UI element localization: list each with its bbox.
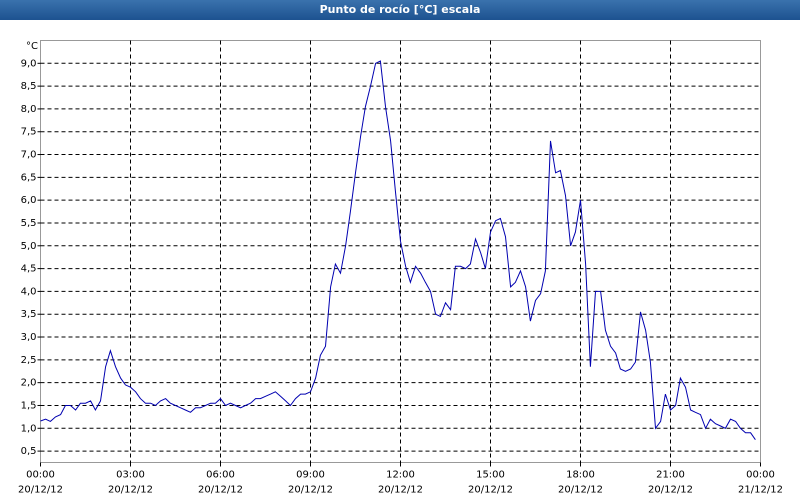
x-tick-date: 20/12/12 (18, 485, 63, 496)
y-tick-label: 5,0 (21, 241, 37, 252)
chart-title: Punto de rocío [°C] escala (320, 3, 481, 16)
x-tick-label: 21:00 (656, 470, 685, 481)
x-tick-label: 09:00 (296, 470, 325, 481)
y-tick-label: 1,5 (21, 400, 37, 411)
x-tick-date: 20/12/12 (648, 485, 693, 496)
x-tick-date: 20/12/12 (558, 485, 603, 496)
y-tick-label: 7,0 (21, 150, 37, 161)
y-tick-label: 8,0 (21, 104, 37, 115)
y-tick-label: 6,0 (21, 195, 37, 206)
y-tick-label: 3,0 (21, 332, 37, 343)
data-line (40, 60, 756, 440)
x-tick-date: 20/12/12 (378, 485, 423, 496)
y-tick-label: 1,0 (21, 423, 37, 434)
y-tick-label: 5,5 (21, 218, 37, 229)
y-tick-label: 8,5 (21, 81, 37, 92)
y-tick-label: 6,5 (21, 172, 37, 183)
x-tick-label: 18:00 (566, 470, 595, 481)
x-tick-date: 20/12/12 (288, 485, 333, 496)
y-tick-label: 9,0 (21, 58, 37, 69)
y-tick-label: 2,5 (21, 355, 37, 366)
x-tick-date: 20/12/12 (108, 485, 153, 496)
x-tick-label: 03:00 (116, 470, 145, 481)
y-tick-label: 0,5 (21, 446, 37, 457)
x-tick-label: 00:00 (746, 470, 775, 481)
x-tick-label: 12:00 (386, 470, 415, 481)
x-tick-date: 21/12/12 (738, 485, 783, 496)
y-tick-label: 4,0 (21, 286, 37, 297)
y-tick-label: 2,0 (21, 378, 37, 389)
x-tick-label: 15:00 (476, 470, 505, 481)
y-tick-label: 3,5 (21, 309, 37, 320)
x-tick-label: 00:00 (26, 470, 55, 481)
y-tick-label: 7,5 (21, 127, 37, 138)
x-tick-date: 20/12/12 (198, 485, 243, 496)
x-tick-date: 20/12/12 (468, 485, 513, 496)
y-unit: °C (26, 41, 38, 52)
title-bar (0, 0, 800, 20)
y-tick-label: 4,5 (21, 264, 37, 275)
x-tick-label: 06:00 (206, 470, 235, 481)
